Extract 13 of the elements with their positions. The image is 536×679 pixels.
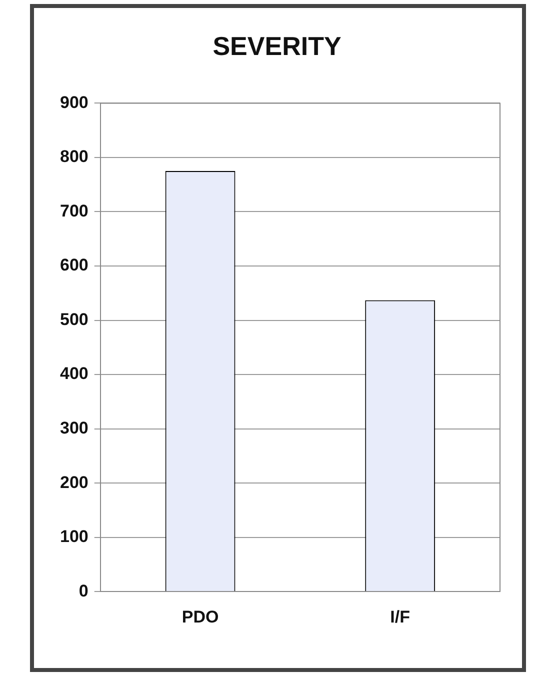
y-tick-label: 900 bbox=[60, 92, 88, 112]
y-tick-label: 0 bbox=[78, 581, 88, 600]
y-tick-label: 600 bbox=[60, 256, 88, 275]
y-tick-label: 200 bbox=[60, 472, 88, 492]
x-tick-label: I/F bbox=[390, 607, 410, 626]
y-tick-label: 400 bbox=[60, 364, 88, 384]
y-tick-label: 800 bbox=[60, 147, 88, 166]
chart-title: SEVERITY bbox=[212, 30, 342, 61]
y-tick-label: 700 bbox=[60, 201, 88, 220]
y-tick-label: 300 bbox=[60, 418, 88, 438]
y-tick-label: 100 bbox=[60, 527, 88, 546]
y-tick-label: 500 bbox=[60, 310, 88, 329]
x-tick-label: PDO bbox=[182, 607, 219, 626]
